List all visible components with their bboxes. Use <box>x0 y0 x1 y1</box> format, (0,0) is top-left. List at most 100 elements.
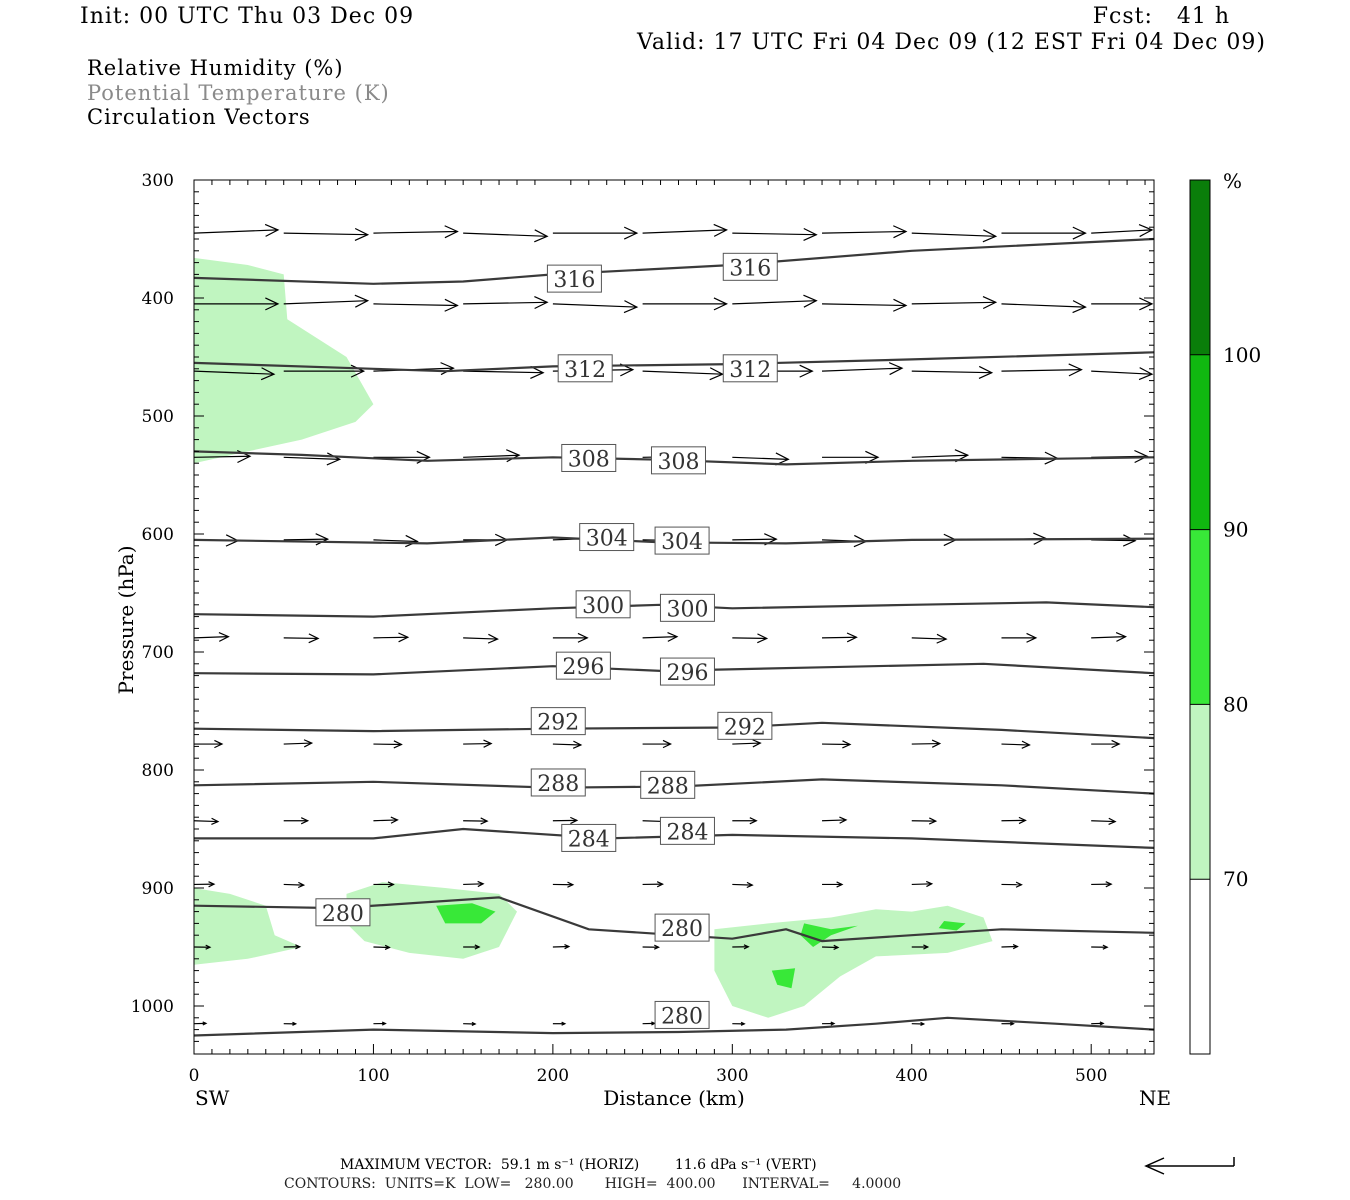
wind-vector <box>193 636 229 639</box>
contour-label-292: 292 <box>537 711 579 736</box>
wind-vector-head <box>1122 534 1137 547</box>
contour-label-280: 280 <box>661 1004 703 1029</box>
wind-vector-head <box>623 226 639 240</box>
contour-label-box <box>315 898 371 927</box>
wind-vector <box>822 303 907 307</box>
wind-vector-head <box>656 881 665 888</box>
x-tick-label: 400 <box>896 1066 928 1086</box>
wind-vector-head <box>746 881 754 889</box>
wind-vector <box>822 367 903 372</box>
wind-vector <box>283 742 312 745</box>
colorbar-frame <box>1189 179 1211 1055</box>
contour-label-box <box>561 443 617 472</box>
contour-label-box <box>557 354 613 383</box>
wind-vector-head <box>709 367 725 381</box>
contour-label-box <box>640 770 696 799</box>
legend-potential-temperature: Potential Temperature (K) <box>87 81 390 105</box>
wind-vector-head <box>534 296 549 310</box>
wind-vector-head <box>1102 944 1109 950</box>
wind-vector-head <box>653 944 661 950</box>
wind-vector-head <box>1009 1021 1015 1026</box>
contour-label-box <box>659 593 715 622</box>
theta-contour-292 <box>193 721 1155 740</box>
wind-vector <box>283 300 368 305</box>
contour-label-box <box>654 526 710 555</box>
contour-label-296: 296 <box>562 655 604 680</box>
wind-vector <box>373 230 458 234</box>
wind-vector <box>283 883 304 886</box>
contour-label-box <box>659 657 715 686</box>
wind-vector-head <box>315 533 330 546</box>
y-tick-label: 600 <box>142 525 174 545</box>
wind-vector-head <box>567 881 575 888</box>
wind-vector <box>463 883 484 886</box>
max-vector-info: MAXIMUM VECTOR: 59.1 m s⁻¹ (HORIZ) 11.6 … <box>340 1157 817 1173</box>
wind-vector <box>463 454 520 458</box>
wind-vector-head <box>667 631 679 642</box>
y-tick-label: 300 <box>142 171 174 191</box>
contour-label-296: 296 <box>666 661 708 686</box>
wind-vector-head <box>572 740 583 749</box>
contour-label-box <box>575 590 631 619</box>
theta-contour-280 <box>193 896 1155 943</box>
wind-vector <box>642 370 723 375</box>
wind-vector <box>193 820 219 823</box>
contour-info: CONTOURS: UNITS=K LOW= 280.00 HIGH= 400.… <box>284 1176 902 1192</box>
wind-vector-head <box>483 739 493 748</box>
wind-vector-head <box>888 362 904 376</box>
contour-label-layer: 316 316 312 312 308 308 304 304 300 300 296 296 292 2… <box>315 252 778 1029</box>
colorbar-segment <box>1190 879 1210 1054</box>
contour-label-288: 288 <box>647 774 689 799</box>
wind-vector-head <box>893 225 908 239</box>
wind-vector-head <box>842 740 852 749</box>
wind-vector-head <box>928 817 938 825</box>
wind-vector-head <box>1072 300 1087 314</box>
wind-vector-head <box>471 1021 477 1027</box>
wind-vector-head <box>326 452 342 466</box>
contour-label-300: 300 <box>582 594 624 619</box>
wind-vector <box>193 455 251 458</box>
wind-vector-head <box>295 944 302 950</box>
wind-vector <box>911 232 996 237</box>
wind-vector-head <box>893 298 908 312</box>
wind-vector-head <box>846 632 858 643</box>
wind-vector-head <box>752 739 762 748</box>
contour-label-box <box>654 913 710 942</box>
wind-vector-head <box>923 944 930 950</box>
contour-label-box <box>579 523 635 552</box>
contour-label-304: 304 <box>661 530 703 555</box>
wind-vector-head <box>265 297 280 311</box>
colorbar-segment <box>1190 704 1210 880</box>
wind-vector-head <box>830 1021 836 1026</box>
wind-vector-head <box>1018 816 1027 825</box>
wind-vector-head <box>444 298 459 312</box>
contour-label-308: 308 <box>657 450 699 475</box>
contour-label-308: 308 <box>568 447 610 472</box>
wind-vector-head <box>354 294 370 308</box>
legend-circulation-vectors: Circulation Vectors <box>87 105 311 129</box>
colorbar-label: 90 <box>1223 518 1248 542</box>
x-tick-label: 300 <box>716 1066 748 1086</box>
wind-vector-head <box>749 817 758 825</box>
contour-label-284: 284 <box>568 827 610 852</box>
wind-vector-head <box>803 294 818 308</box>
wind-vector-head <box>982 229 998 243</box>
wind-vector <box>911 637 947 640</box>
wind-vector <box>283 456 340 460</box>
colorbar-segment <box>1190 529 1210 705</box>
y-tick-label: 900 <box>142 879 174 899</box>
theta-contour-280 <box>193 1016 1155 1037</box>
colorbar-label: 100 <box>1223 343 1261 367</box>
wind-vector <box>732 456 789 460</box>
wind-vector-head <box>264 223 280 237</box>
wind-vector-head <box>662 739 673 749</box>
wind-vector-head <box>440 362 455 376</box>
rh-region-80-5 <box>800 923 858 947</box>
wind-vector-head <box>474 944 481 950</box>
wind-vector-head <box>920 1021 926 1027</box>
wind-vector-head <box>308 633 320 644</box>
wind-vector-head <box>534 229 549 243</box>
contour-label-box <box>561 823 617 852</box>
left-endpoint-label: SW <box>195 1086 230 1110</box>
contour-label-316: 316 <box>553 268 595 293</box>
